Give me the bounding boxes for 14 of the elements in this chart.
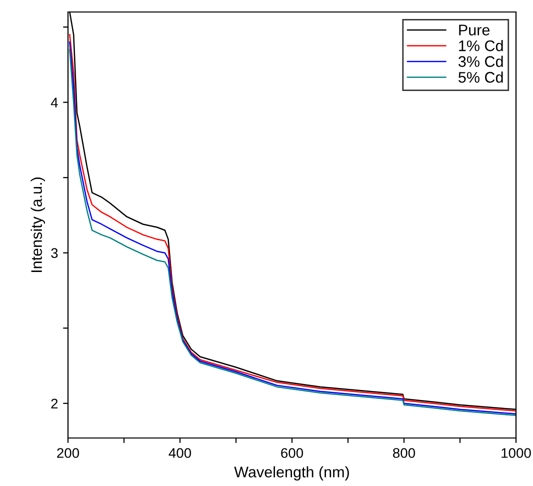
x-axis-title: Wavelength (nm) (234, 466, 349, 480)
legend-label: Pure (459, 24, 490, 36)
x-tick-label: 400 (168, 448, 192, 458)
x-tick-label: 1000 (502, 448, 531, 458)
legend-label: 1% Cd (459, 40, 503, 52)
y-axis-title: Intensity (a.u.) (30, 178, 45, 272)
x-tick-label: 600 (281, 448, 304, 458)
legend-label: 3% Cd (458, 56, 503, 67)
x-tick-label: 200 (57, 448, 80, 458)
y-tick-label: 4 (50, 98, 58, 108)
y-tick-label: 3 (51, 248, 58, 258)
legend-label: 5% Cd (458, 72, 503, 83)
y-tick-label: 2 (51, 398, 58, 408)
x-tick-label: 800 (393, 448, 416, 458)
